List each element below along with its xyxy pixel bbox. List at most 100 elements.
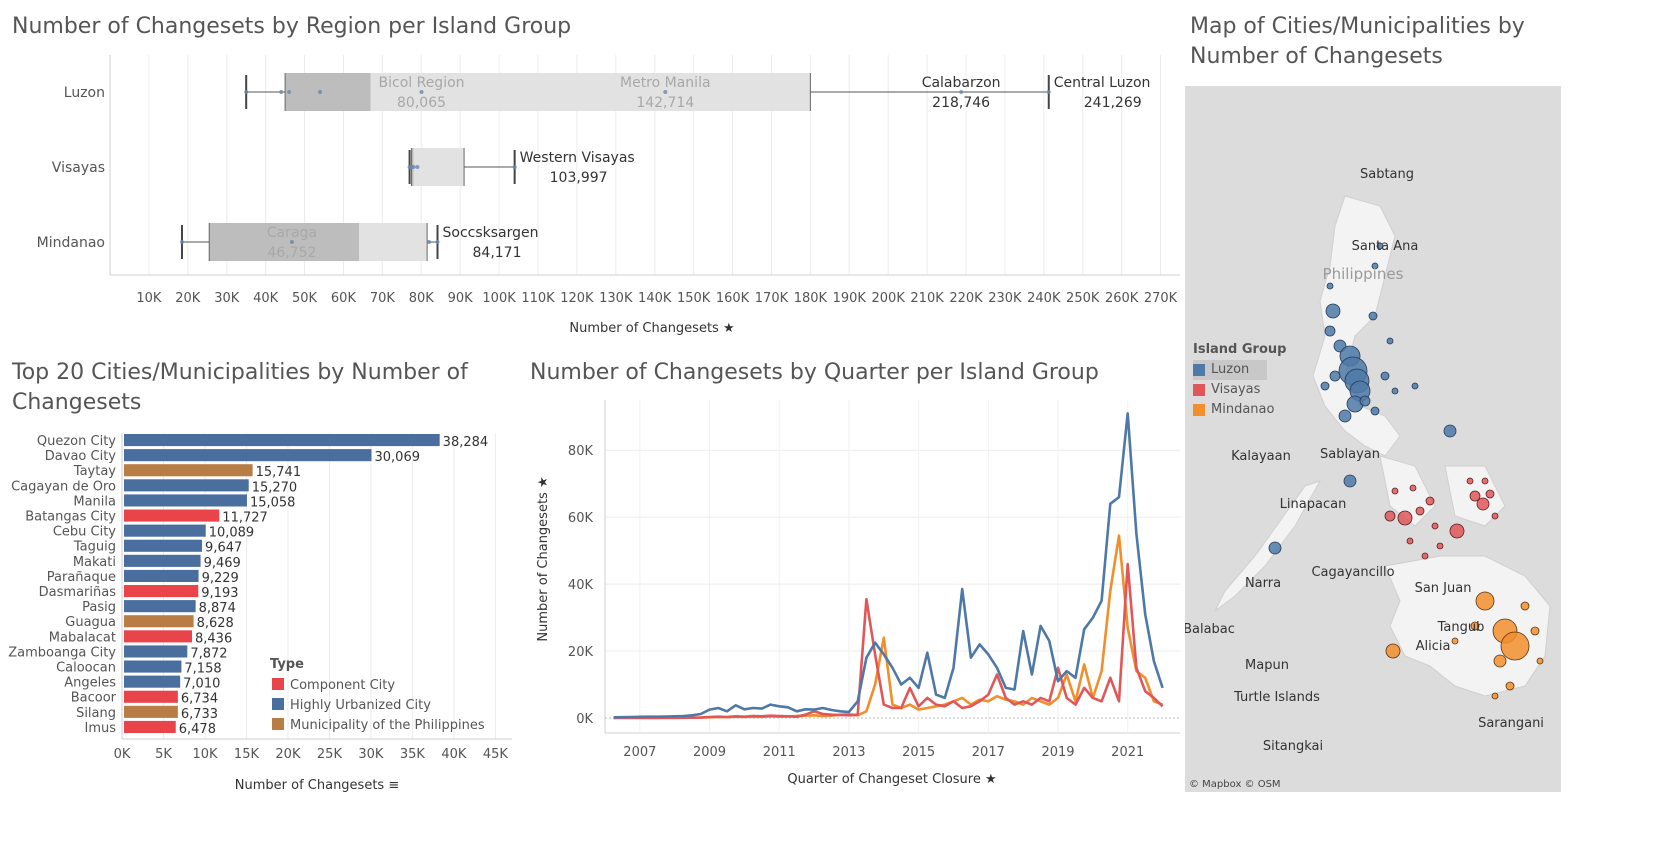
mindanao-marker — [1530, 626, 1540, 636]
bar — [124, 569, 199, 582]
visayas-marker — [1449, 523, 1465, 539]
bar-category-label: Guagua — [65, 615, 116, 630]
map-legend-label: Mindanao — [1211, 402, 1275, 417]
series-line-luzon — [613, 412, 1164, 719]
bar-category-label: Silang — [76, 706, 116, 721]
map-legend-mindanao[interactable]: Mindanao — [1193, 400, 1286, 420]
quarter-line-chart[interactable]: 0K 20K 40K 60K 80K 2007 2009 2011 2013 2015 2017 20… — [525, 395, 1185, 795]
data-point — [415, 165, 420, 169]
x-tick-label: 140K — [638, 291, 672, 306]
data-point — [244, 90, 249, 94]
x-tick-label: 0K — [114, 747, 131, 762]
bar-value-label: 9,647 — [205, 541, 242, 556]
visayas-marker — [1406, 537, 1414, 545]
x-tick-label: 160K — [716, 291, 750, 306]
bar-category-label: Davao City — [45, 449, 117, 464]
x-tick-label: 20K — [175, 291, 201, 306]
map-place-label: Cagayancillo — [1311, 565, 1394, 580]
visayas-marker — [1481, 477, 1489, 485]
visayas-marker — [1491, 512, 1499, 520]
data-point — [179, 240, 184, 244]
visayas-marker — [1466, 477, 1474, 485]
map-legend-luzon[interactable]: Luzon — [1193, 360, 1267, 380]
luzon-marker — [1371, 262, 1379, 270]
x-axis-title: Quarter of Changeset Closure ★ — [787, 772, 996, 787]
x-tick-label: 200K — [872, 291, 906, 306]
y-tick-label: 40K — [568, 578, 594, 593]
bar-category-label: Angeles — [64, 676, 116, 691]
visayas-marker — [1425, 496, 1435, 506]
region-label-name: Central Luzon — [1054, 75, 1151, 91]
mindanao-marker — [1500, 631, 1530, 661]
philippines-map[interactable]: Sabtang Santa Ana Kalayaan Sablayan Linapaca… — [1185, 86, 1561, 792]
x-tick-label: 2017 — [972, 745, 1005, 760]
bar-legend-label: Highly Urbanized City — [290, 698, 431, 713]
data-point — [286, 90, 291, 94]
region-label-name: Calabarzon — [922, 75, 1001, 91]
x-tick-label: 40K — [441, 747, 467, 762]
region-label-value: 218,746 — [932, 95, 990, 111]
map-place-label: Sablayan — [1320, 447, 1380, 462]
palawan-land — [1214, 480, 1322, 612]
map-legend: Island Group Luzon Visayas Mindanao — [1193, 342, 1286, 420]
bar-category-label: Dasmariñas — [39, 585, 117, 600]
quarter-chart-title: Number of Changesets by Quarter per Isla… — [530, 360, 1099, 385]
box-upper-half — [370, 73, 811, 111]
x-tick-label: 20K — [275, 747, 301, 762]
x-tick-label: 2021 — [1111, 745, 1144, 760]
bar — [124, 645, 188, 658]
bar-value-label: 8,874 — [199, 601, 236, 616]
bar — [124, 585, 199, 598]
map-place-label: Santa Ana — [1352, 239, 1419, 254]
map-place-label: Narra — [1245, 576, 1281, 591]
region-label-name: Western Visayas — [520, 150, 635, 166]
y-tick-label: 0K — [576, 712, 593, 727]
box-lower-half — [285, 73, 371, 111]
box-upper-half — [413, 148, 465, 186]
mindanao-marker — [1470, 621, 1480, 631]
bar-category-label: Cebu City — [53, 525, 116, 540]
bar-category-label: Batangas City — [25, 510, 116, 525]
map-place-label: Sitangkai — [1263, 739, 1323, 754]
visayas-marker — [1384, 510, 1396, 522]
bar-value-label: 38,284 — [443, 435, 489, 450]
luzon-marker — [1325, 303, 1341, 319]
x-tick-label: 2011 — [763, 745, 796, 760]
map-legend-title: Island Group — [1193, 342, 1287, 357]
region-label-name: Caraga — [267, 225, 317, 241]
luzon-marker — [1320, 381, 1330, 391]
map-legend-label: Luzon — [1211, 362, 1250, 377]
x-tick-label: 2007 — [623, 745, 656, 760]
map-title: Map of Cities/Municipalities by Number o… — [1190, 14, 1525, 69]
x-tick-label: 230K — [988, 291, 1022, 306]
bar — [124, 675, 181, 688]
bar-value-label: 7,872 — [190, 646, 227, 661]
region-label-value: 84,171 — [473, 245, 522, 261]
x-tick-label: 190K — [833, 291, 867, 306]
x-tick-label: 35K — [400, 747, 426, 762]
y-axis-title: Number of Changesets ★ — [536, 476, 551, 641]
map-legend-visayas[interactable]: Visayas — [1193, 380, 1286, 400]
x-tick-label: 270K — [1144, 291, 1178, 306]
bar-legend-swatch — [272, 718, 284, 730]
luzon-marker — [1268, 541, 1282, 555]
x-tick-label: 30K — [358, 747, 384, 762]
x-tick-label: 10K — [192, 747, 218, 762]
bar — [124, 660, 182, 673]
map-country-label: Philippines — [1323, 265, 1404, 283]
region-label-value: 80,065 — [397, 95, 446, 111]
x-tick-label: 210K — [910, 291, 944, 306]
top20-bar-chart[interactable]: Quezon City 38,284 Davao City 30,069 Taytay 1… — [0, 428, 520, 793]
visayas-marker — [1431, 522, 1439, 530]
category-label: Mindanao — [37, 235, 105, 251]
x-tick-label: 2009 — [693, 745, 726, 760]
bar-value-label: 8,628 — [197, 616, 234, 631]
bar-value-label: 15,270 — [252, 480, 297, 495]
x-tick-label: 10K — [136, 291, 162, 306]
bar-value-label: 7,010 — [183, 677, 220, 692]
bar-category-label: Taytay — [73, 464, 117, 479]
region-box-plot[interactable]: 10K 20K 30K 40K 50K 60K 70K 80K 90K 100K 110K 120K 1… — [0, 50, 1180, 345]
data-point — [512, 165, 517, 169]
x-tick-label: 5K — [155, 747, 172, 762]
map-canvas[interactable]: Sabtang Santa Ana Kalayaan Sablayan Linapaca… — [1185, 86, 1561, 792]
